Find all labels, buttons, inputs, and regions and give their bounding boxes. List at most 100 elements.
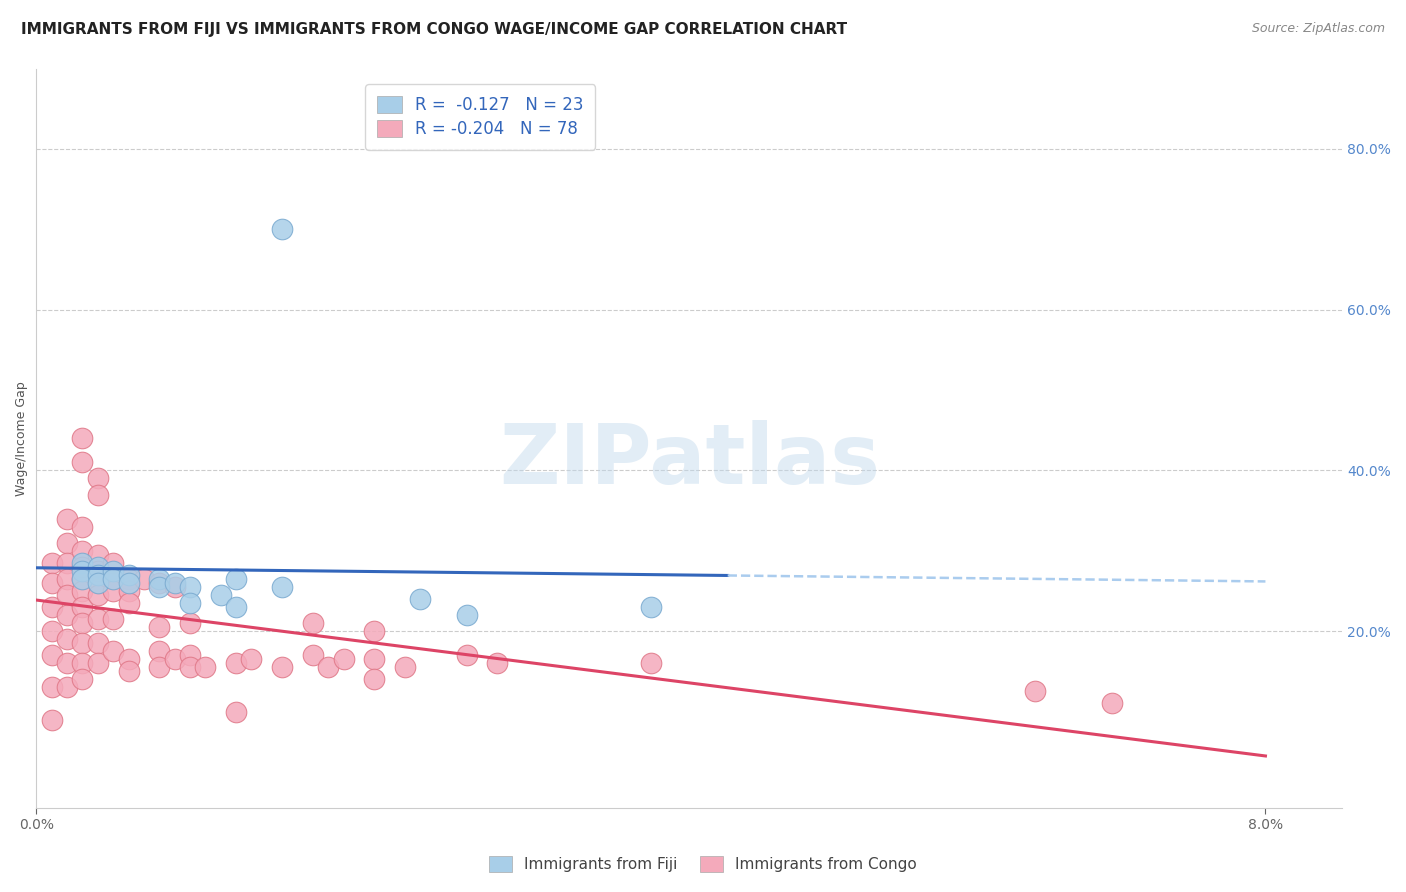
Point <box>87 559 110 574</box>
Point <box>240 652 263 666</box>
Point <box>117 584 139 599</box>
Point <box>87 564 110 578</box>
Point <box>209 588 232 602</box>
Point <box>87 487 110 501</box>
Point <box>87 576 110 591</box>
Point <box>41 681 63 695</box>
Point <box>41 713 63 727</box>
Point <box>179 648 201 663</box>
Point <box>148 660 170 674</box>
Point <box>148 620 170 634</box>
Point <box>117 576 139 591</box>
Point <box>101 644 124 658</box>
Text: Source: ZipAtlas.com: Source: ZipAtlas.com <box>1251 22 1385 36</box>
Point <box>225 705 247 719</box>
Point <box>87 657 110 671</box>
Point <box>363 624 385 639</box>
Point <box>117 652 139 666</box>
Point <box>363 652 385 666</box>
Point <box>56 657 79 671</box>
Point <box>148 580 170 594</box>
Point <box>72 431 94 445</box>
Point <box>72 636 94 650</box>
Point <box>87 567 110 582</box>
Legend: Immigrants from Fiji, Immigrants from Congo: Immigrants from Fiji, Immigrants from Co… <box>481 848 925 880</box>
Point <box>41 600 63 615</box>
Y-axis label: Wage/Income Gap: Wage/Income Gap <box>15 381 28 496</box>
Point <box>163 576 186 591</box>
Point <box>101 556 124 570</box>
Point <box>179 580 201 594</box>
Point <box>72 616 94 631</box>
Point <box>41 576 63 591</box>
Point <box>56 535 79 549</box>
Point <box>72 600 94 615</box>
Legend: R =  -0.127   N = 23, R = -0.204   N = 78: R = -0.127 N = 23, R = -0.204 N = 78 <box>366 84 595 150</box>
Point <box>117 567 139 582</box>
Point <box>163 580 186 594</box>
Point <box>302 648 325 663</box>
Point <box>87 612 110 626</box>
Point <box>87 588 110 602</box>
Point <box>148 572 170 586</box>
Point <box>179 660 201 674</box>
Point <box>640 657 662 671</box>
Point <box>456 608 478 623</box>
Point <box>271 660 294 674</box>
Point <box>72 455 94 469</box>
Point <box>101 564 124 578</box>
Point <box>179 616 201 631</box>
Point <box>225 600 247 615</box>
Text: ZIPatlas: ZIPatlas <box>499 420 880 501</box>
Point <box>72 673 94 687</box>
Point <box>87 576 110 591</box>
Point <box>163 652 186 666</box>
Point <box>56 572 79 586</box>
Point <box>41 556 63 570</box>
Point <box>194 660 217 674</box>
Point <box>72 657 94 671</box>
Point <box>640 600 662 615</box>
Point <box>72 543 94 558</box>
Point <box>117 596 139 610</box>
Point <box>101 572 124 586</box>
Point <box>87 636 110 650</box>
Point <box>1024 684 1046 698</box>
Point <box>72 584 94 599</box>
Point <box>271 222 294 236</box>
Point <box>72 519 94 533</box>
Point <box>148 576 170 591</box>
Point <box>117 665 139 679</box>
Text: IMMIGRANTS FROM FIJI VS IMMIGRANTS FROM CONGO WAGE/INCOME GAP CORRELATION CHART: IMMIGRANTS FROM FIJI VS IMMIGRANTS FROM … <box>21 22 848 37</box>
Point <box>41 648 63 663</box>
Point <box>1101 697 1123 711</box>
Point <box>56 556 79 570</box>
Point <box>132 572 155 586</box>
Point <box>87 471 110 485</box>
Point <box>332 652 354 666</box>
Point <box>87 548 110 562</box>
Point <box>316 660 339 674</box>
Point <box>56 588 79 602</box>
Point <box>271 580 294 594</box>
Point <box>486 657 509 671</box>
Point <box>56 632 79 647</box>
Point <box>56 511 79 525</box>
Point <box>225 657 247 671</box>
Point <box>409 592 432 607</box>
Point <box>148 644 170 658</box>
Point <box>117 572 139 586</box>
Point <box>72 556 94 570</box>
Point <box>179 596 201 610</box>
Point <box>72 559 94 574</box>
Point <box>56 681 79 695</box>
Point <box>302 616 325 631</box>
Point <box>72 572 94 586</box>
Point <box>72 564 94 578</box>
Point <box>394 660 416 674</box>
Point <box>41 624 63 639</box>
Point <box>101 584 124 599</box>
Point <box>456 648 478 663</box>
Point <box>72 572 94 586</box>
Point <box>225 572 247 586</box>
